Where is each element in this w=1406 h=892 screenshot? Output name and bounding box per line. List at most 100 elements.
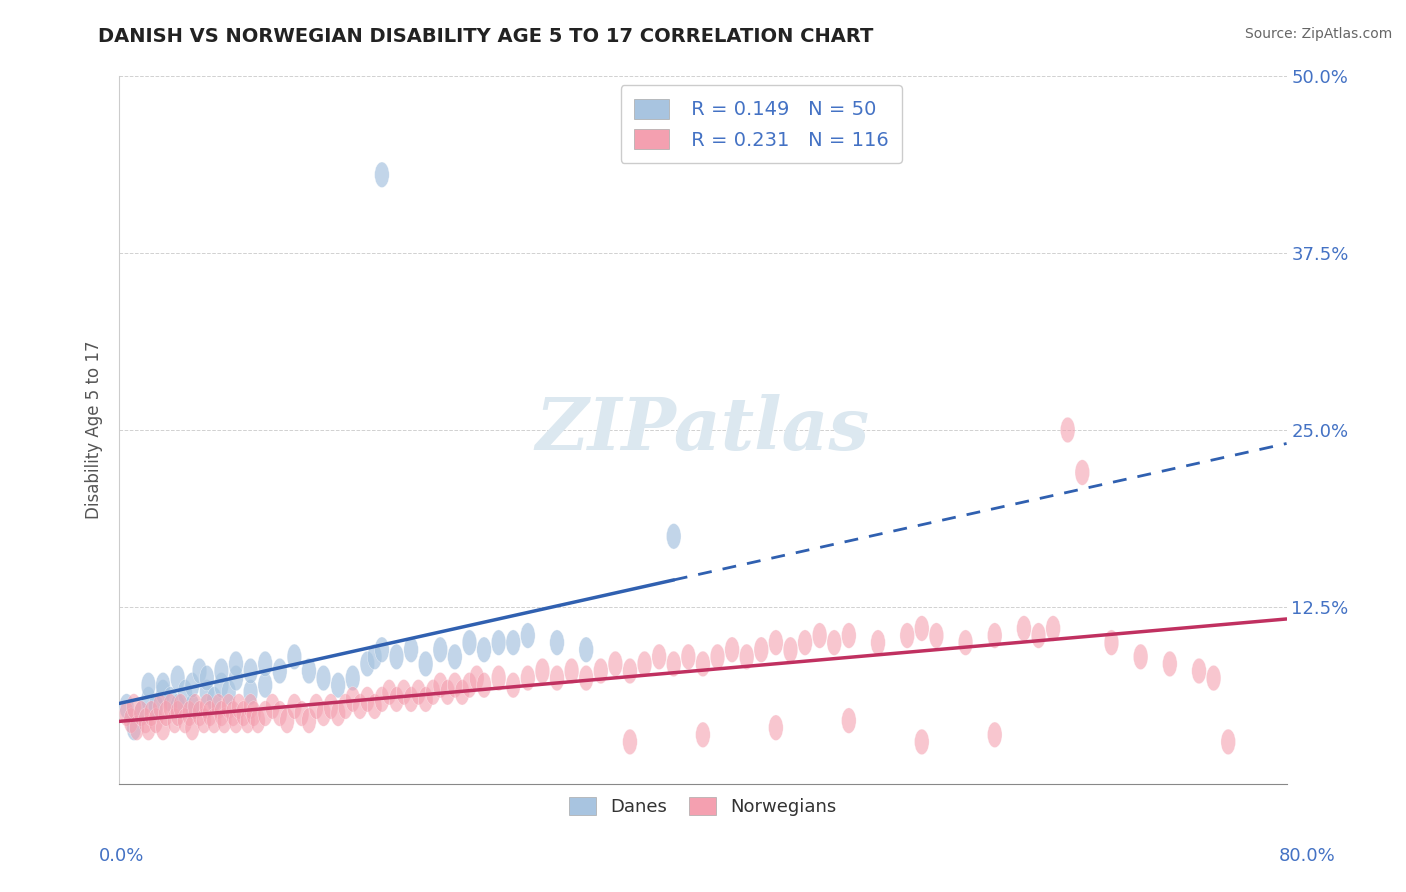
Ellipse shape — [419, 651, 433, 677]
Ellipse shape — [769, 630, 783, 656]
Ellipse shape — [163, 687, 177, 712]
Ellipse shape — [257, 651, 273, 677]
Text: DANISH VS NORWEGIAN DISABILITY AGE 5 TO 17 CORRELATION CHART: DANISH VS NORWEGIAN DISABILITY AGE 5 TO … — [98, 27, 873, 45]
Ellipse shape — [404, 637, 419, 663]
Ellipse shape — [929, 623, 943, 648]
Ellipse shape — [226, 701, 240, 726]
Ellipse shape — [302, 658, 316, 684]
Ellipse shape — [353, 694, 367, 719]
Ellipse shape — [740, 644, 754, 670]
Ellipse shape — [579, 637, 593, 663]
Ellipse shape — [652, 644, 666, 670]
Ellipse shape — [316, 665, 330, 690]
Ellipse shape — [129, 715, 143, 740]
Ellipse shape — [302, 708, 316, 733]
Ellipse shape — [186, 673, 200, 698]
Ellipse shape — [447, 644, 463, 670]
Ellipse shape — [987, 722, 1002, 747]
Ellipse shape — [900, 623, 914, 648]
Ellipse shape — [236, 701, 250, 726]
Ellipse shape — [120, 694, 134, 719]
Ellipse shape — [170, 701, 186, 726]
Ellipse shape — [593, 658, 607, 684]
Ellipse shape — [367, 694, 382, 719]
Ellipse shape — [257, 701, 273, 726]
Ellipse shape — [463, 630, 477, 656]
Ellipse shape — [754, 637, 769, 663]
Ellipse shape — [323, 694, 339, 719]
Ellipse shape — [287, 694, 302, 719]
Ellipse shape — [477, 637, 491, 663]
Ellipse shape — [173, 694, 188, 719]
Ellipse shape — [463, 673, 477, 698]
Ellipse shape — [666, 651, 681, 677]
Ellipse shape — [433, 637, 447, 663]
Legend: Danes, Norwegians: Danes, Norwegians — [560, 788, 846, 825]
Ellipse shape — [959, 630, 973, 656]
Ellipse shape — [257, 673, 273, 698]
Ellipse shape — [200, 680, 214, 705]
Ellipse shape — [506, 673, 520, 698]
Ellipse shape — [221, 694, 236, 719]
Ellipse shape — [404, 687, 419, 712]
Ellipse shape — [202, 701, 217, 726]
Ellipse shape — [120, 701, 134, 726]
Ellipse shape — [141, 673, 156, 698]
Ellipse shape — [842, 708, 856, 733]
Ellipse shape — [232, 694, 246, 719]
Ellipse shape — [491, 665, 506, 690]
Ellipse shape — [250, 708, 266, 733]
Ellipse shape — [170, 665, 186, 690]
Ellipse shape — [159, 701, 173, 726]
Ellipse shape — [607, 651, 623, 677]
Ellipse shape — [229, 651, 243, 677]
Ellipse shape — [153, 694, 167, 719]
Ellipse shape — [156, 673, 170, 698]
Ellipse shape — [433, 673, 447, 698]
Ellipse shape — [360, 651, 374, 677]
Ellipse shape — [170, 694, 186, 719]
Ellipse shape — [346, 665, 360, 690]
Ellipse shape — [177, 708, 193, 733]
Ellipse shape — [197, 708, 211, 733]
Ellipse shape — [1017, 615, 1031, 641]
Ellipse shape — [396, 680, 411, 705]
Ellipse shape — [193, 701, 207, 726]
Ellipse shape — [374, 637, 389, 663]
Ellipse shape — [149, 708, 163, 733]
Ellipse shape — [221, 680, 236, 705]
Ellipse shape — [330, 701, 346, 726]
Ellipse shape — [127, 694, 141, 719]
Ellipse shape — [243, 694, 257, 719]
Ellipse shape — [382, 680, 396, 705]
Ellipse shape — [623, 658, 637, 684]
Ellipse shape — [240, 708, 254, 733]
Ellipse shape — [243, 658, 257, 684]
Ellipse shape — [914, 615, 929, 641]
Ellipse shape — [1031, 623, 1046, 648]
Ellipse shape — [339, 694, 353, 719]
Ellipse shape — [156, 680, 170, 705]
Ellipse shape — [1060, 417, 1076, 442]
Ellipse shape — [389, 644, 404, 670]
Ellipse shape — [141, 715, 156, 740]
Ellipse shape — [186, 694, 200, 719]
Ellipse shape — [280, 708, 294, 733]
Ellipse shape — [536, 658, 550, 684]
Ellipse shape — [374, 162, 389, 187]
Ellipse shape — [477, 673, 491, 698]
Ellipse shape — [550, 665, 564, 690]
Ellipse shape — [273, 701, 287, 726]
Ellipse shape — [124, 708, 138, 733]
Text: 80.0%: 80.0% — [1279, 847, 1336, 865]
Ellipse shape — [1206, 665, 1220, 690]
Ellipse shape — [374, 687, 389, 712]
Ellipse shape — [200, 694, 214, 719]
Ellipse shape — [470, 665, 484, 690]
Ellipse shape — [637, 651, 652, 677]
Ellipse shape — [193, 658, 207, 684]
Ellipse shape — [842, 623, 856, 648]
Ellipse shape — [186, 715, 200, 740]
Ellipse shape — [177, 680, 193, 705]
Ellipse shape — [440, 680, 456, 705]
